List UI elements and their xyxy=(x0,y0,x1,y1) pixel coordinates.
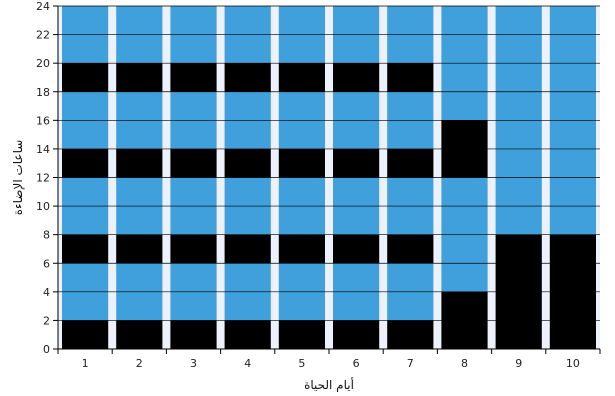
y-tick-label-22: 22 xyxy=(36,29,50,42)
bar-segment-day-5-dark-6 xyxy=(278,63,325,92)
x-tick-label-1: 1 xyxy=(82,357,89,370)
y-tick-label-12: 12 xyxy=(36,172,50,185)
x-tick-label-9: 9 xyxy=(515,357,522,370)
bar-segment-day-6-dark-0 xyxy=(333,320,380,349)
bar-segment-day-4-dark-6 xyxy=(224,63,271,92)
x-tick-label-8: 8 xyxy=(461,357,468,370)
bar-segment-day-6-dark-2 xyxy=(333,234,380,264)
bar-segment-day-2-dark-4 xyxy=(116,148,163,178)
bar-segment-day-3-dark-0 xyxy=(170,320,217,349)
y-tick-label-8: 8 xyxy=(43,229,50,242)
bar-segment-day-7-dark-2 xyxy=(387,234,434,264)
bar-segment-day-4-dark-2 xyxy=(224,234,271,264)
x-tick-label-2: 2 xyxy=(136,357,143,370)
x-tick-label-7: 7 xyxy=(407,357,414,370)
y-tick-label-14: 14 xyxy=(36,143,50,156)
bar-segment-day-5-dark-0 xyxy=(278,320,325,349)
bar-segment-day-1-dark-0 xyxy=(62,320,109,349)
y-tick-label-2: 2 xyxy=(43,314,50,327)
bar-segment-day-1-dark-6 xyxy=(62,63,109,92)
y-tick-label-18: 18 xyxy=(36,86,50,99)
y-tick-label-20: 20 xyxy=(36,57,50,70)
y-tick-label-24: 24 xyxy=(36,0,50,13)
y-tick-label-0: 0 xyxy=(43,343,50,356)
bar-segment-day-7-dark-0 xyxy=(387,320,434,349)
y-tick-label-10: 10 xyxy=(36,200,50,213)
bar-segment-day-2-dark-2 xyxy=(116,234,163,264)
bar-segment-day-5-dark-2 xyxy=(278,234,325,264)
bar-segment-day-2-dark-6 xyxy=(116,63,163,92)
x-tick-label-3: 3 xyxy=(190,357,197,370)
y-tick-label-4: 4 xyxy=(43,286,50,299)
y-axis-title: ساعات الإضاءة xyxy=(11,140,25,216)
bar-segment-day-1-dark-2 xyxy=(62,234,109,264)
bar-segment-day-7-dark-6 xyxy=(387,63,434,92)
x-axis-title: أيام الحياة xyxy=(304,377,354,392)
bar-segment-day-3-dark-4 xyxy=(170,148,217,178)
bar-segment-day-4-dark-0 xyxy=(224,320,271,349)
bar-segment-day-4-dark-4 xyxy=(224,148,271,178)
x-tick-label-5: 5 xyxy=(298,357,305,370)
bar-segment-day-3-dark-6 xyxy=(170,63,217,92)
x-tick-label-10: 10 xyxy=(566,357,580,370)
bar-segment-day-2-dark-0 xyxy=(116,320,163,349)
x-tick-label-6: 6 xyxy=(353,357,360,370)
y-tick-label-6: 6 xyxy=(43,257,50,270)
bar-segment-day-5-dark-4 xyxy=(278,148,325,178)
bar-segment-day-6-dark-4 xyxy=(333,148,380,178)
x-tick-label-4: 4 xyxy=(244,357,251,370)
bar-segment-day-6-dark-6 xyxy=(333,63,380,92)
bar-segment-day-3-dark-2 xyxy=(170,234,217,264)
bar-segment-day-7-dark-4 xyxy=(387,148,434,178)
y-tick-label-16: 16 xyxy=(36,114,50,127)
bar-segment-day-1-dark-4 xyxy=(62,148,109,178)
